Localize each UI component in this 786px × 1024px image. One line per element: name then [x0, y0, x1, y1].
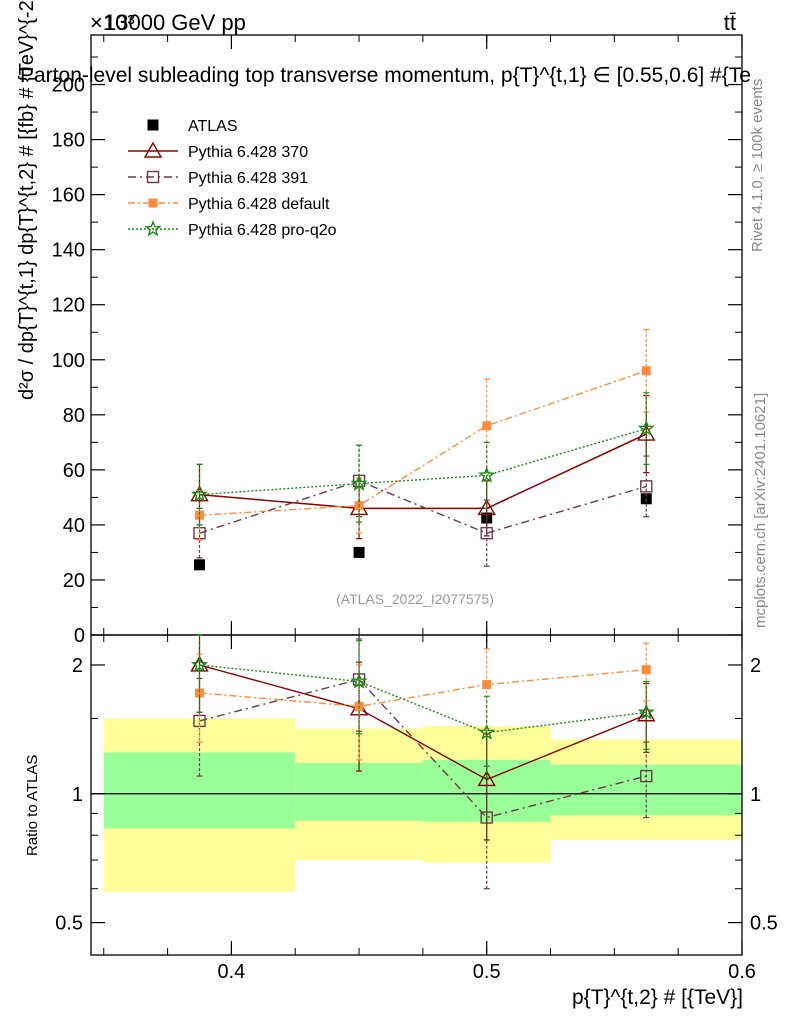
ratio-point-pdefault [641, 665, 651, 675]
data-point-atlas [353, 546, 365, 558]
ratio-y-tick-label: 2 [72, 655, 83, 677]
ratio-point-pq2o [190, 656, 209, 673]
x-tick-label: 0.5 [473, 961, 501, 983]
legend-label-pdefault: Pythia 6.428 default [188, 196, 330, 213]
data-point-pq2o [190, 485, 209, 502]
ratio-point-p391 [480, 811, 493, 824]
series-p370 [190, 394, 656, 540]
header-final-state: tt̄ [724, 10, 736, 35]
ratio-point-pq2o [478, 723, 496, 740]
main-y-tick-label: 40 [63, 515, 85, 537]
series-pq2o [190, 392, 655, 526]
legend-marker-pq2o [144, 220, 162, 237]
main-panel-series [190, 328, 656, 571]
x-tick-label: 0.4 [218, 961, 246, 983]
data-point-pdefault [482, 421, 492, 431]
ratio-line-p370 [199, 664, 647, 781]
main-y-axis-label: d²σ / dp{T}^{t,1} dp{T}^{t,2} # [{fb} # … [16, 0, 38, 400]
ratio-series-pq2o [190, 634, 655, 779]
legend-label-p391: Pythia 6.428 391 [188, 170, 308, 187]
chart-title: Parton-level subleading top transverse m… [20, 64, 751, 87]
legend-item-atlas: ATLAS [147, 118, 238, 135]
data-point-pq2o [637, 419, 655, 436]
legend-marker-pdefault [148, 198, 158, 208]
ratio-y-tick-label: 0.5 [55, 913, 83, 935]
series-atlas [194, 493, 652, 571]
ratio-plot-frame [90, 634, 743, 956]
main-y-tick-label: 160 [52, 185, 85, 207]
legend-marker-p391 [146, 170, 160, 184]
legend-item-pdefault: Pythia 6.428 default [128, 196, 330, 213]
ratio-line-pq2o [199, 664, 647, 734]
ratio-panel-series [190, 634, 656, 890]
ratio-point-pdefault [195, 688, 204, 698]
main-y-tick-label: 180 [52, 130, 85, 152]
main-y-tick-label: 60 [63, 460, 85, 482]
ratio-point-p370 [477, 770, 496, 787]
ratio-point-pq2o [350, 672, 368, 689]
main-y-tick-label: 200 [52, 75, 85, 97]
main-y-tick-label: 140 [52, 240, 85, 262]
rivet-label: Rivet 4.1.0, ≥ 100k events [749, 79, 766, 252]
data-point-pq2o [350, 474, 368, 491]
legend: ATLAS Pythia 6.428 370 Pythia 6.428 391 Pyt… [128, 118, 337, 239]
main-y-tick-label: 80 [63, 405, 85, 427]
data-point-pdefault [195, 510, 204, 520]
ratio-line-p391 [199, 678, 647, 819]
ratio-point-pq2o [637, 703, 655, 720]
ratio-y-tick-label-right: 2 [750, 655, 761, 677]
data-point-p391 [480, 526, 493, 540]
analysis-label: (ATLAS_2022_I2077575) [336, 591, 494, 607]
main-panel-axes: 0 20 40 60 80 100 120 140 160 180 200 [52, 34, 743, 647]
series-line-p370 [199, 433, 647, 510]
ratio-y-tick-label: 1 [72, 784, 83, 806]
legend-marker-atlas [147, 119, 159, 131]
main-y-tick-label: 20 [63, 570, 85, 592]
legend-marker-p370 [143, 141, 163, 158]
x-axis-label: p{T}^{t,2} # [{TeV}] [572, 986, 743, 1009]
ratio-y-tick-label-right: 0.5 [750, 913, 778, 935]
main-y-tick-label: 120 [52, 295, 85, 317]
x-tick-label: 0.6 [728, 961, 756, 983]
ratio-point-p391 [640, 769, 653, 783]
data-point-pq2o [478, 466, 496, 483]
series-line-pdefault [199, 370, 647, 516]
data-point-atlas [194, 559, 205, 571]
legend-item-p391: Pythia 6.428 391 [128, 170, 308, 187]
data-point-pdefault [641, 366, 651, 376]
header-exponent: ×10³ [90, 10, 135, 35]
series-line-pq2o [199, 427, 647, 496]
ratio-panel-axes: 0.5 0.5 1 1 2 2 0.4 0.5 0.6 [55, 634, 778, 983]
ratio-band-inner [295, 763, 423, 821]
data-point-p391 [640, 480, 653, 493]
mcplots-label: mcplots.cern.ch [arXiv:2401.10621] [752, 393, 769, 628]
header-process: 13000 GeV pp [104, 10, 246, 35]
ratio-line-pdefault [199, 669, 647, 708]
main-y-tick-label: 100 [52, 350, 85, 372]
main-y-tick-label: 0 [74, 625, 85, 647]
ratio-y-tick-label-right: 1 [750, 784, 761, 806]
ratio-y-axis-label: Ratio to ATLAS [24, 755, 41, 856]
legend-item-pq2o: Pythia 6.428 pro-q2o [128, 220, 337, 239]
legend-label-atlas: ATLAS [188, 118, 238, 135]
ratio-point-p370 [637, 705, 656, 722]
legend-item-p370: Pythia 6.428 370 [128, 141, 308, 161]
ratio-point-pdefault [482, 680, 492, 690]
legend-label-p370: Pythia 6.428 370 [188, 144, 308, 161]
series-line-p391 [199, 480, 647, 534]
legend-label-pq2o: Pythia 6.428 pro-q2o [188, 222, 337, 239]
